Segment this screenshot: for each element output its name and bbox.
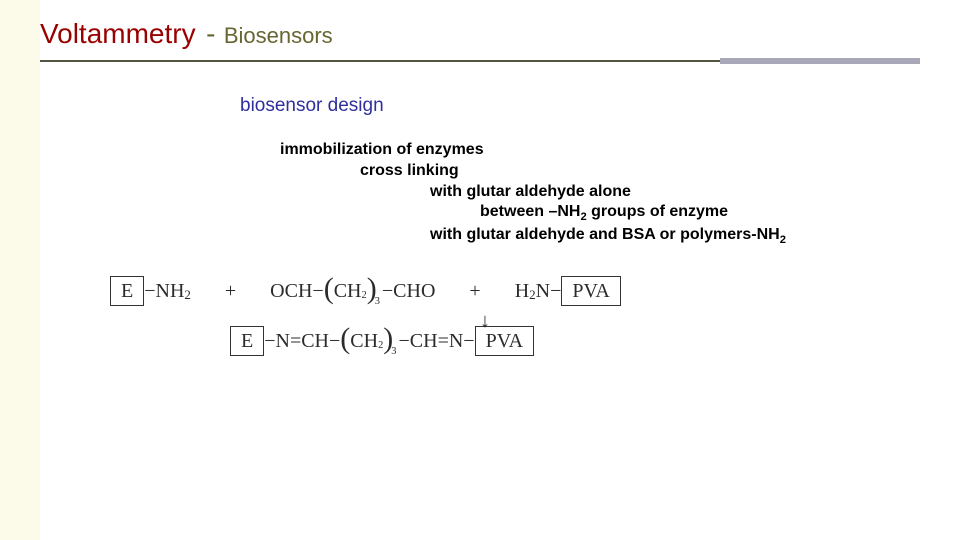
body-l4-a: between –NH — [480, 203, 580, 220]
chem-group: ( CH2 ) 3 — [340, 324, 398, 358]
body-line-3: with glutar aldehyde alone — [430, 182, 786, 203]
body-l5-sub: 2 — [780, 234, 786, 246]
chem-product-row: E −N=CH− ( CH2 ) 3 −CH=N− PVA — [230, 320, 870, 362]
body-text: immobilization of enzymes cross linking … — [280, 140, 786, 248]
chem-seg: CH — [334, 280, 362, 303]
chemistry-diagram: E −NH2 + OCH− ( CH2 ) 3 −CHO + H2N− PVA … — [110, 270, 870, 400]
paren-open: ( — [340, 322, 350, 356]
body-l5-a: with glutar aldehyde and BSA or polymers… — [430, 226, 780, 243]
chem-text: H2N− — [515, 280, 562, 303]
chem-sub: 2 — [184, 287, 191, 303]
body-line-2: cross linking — [360, 161, 786, 182]
slide: Voltammetry - Biosensors biosensor desig… — [0, 0, 960, 540]
chem-box-enzyme: E — [110, 276, 144, 306]
title-separator: - — [206, 18, 215, 49]
body-line-1: immobilization of enzymes — [280, 140, 786, 161]
chem-box-enzyme: E — [230, 326, 264, 356]
chem-seg: H — [515, 280, 529, 303]
paren-open: ( — [324, 272, 334, 306]
title-sub: Biosensors — [224, 23, 333, 48]
title-main: Voltammetry — [40, 18, 196, 49]
slide-title: Voltammetry - Biosensors — [40, 18, 333, 50]
chem-seg: N− — [536, 280, 562, 303]
chem-text: OCH− — [270, 280, 324, 303]
chem-arrow-down: ↓ — [480, 310, 490, 333]
body-line-5: with glutar aldehyde and BSA or polymers… — [430, 225, 786, 248]
chem-reactants-row: E −NH2 + OCH− ( CH2 ) 3 −CHO + H2N− PVA — [110, 270, 870, 312]
chem-sub: 2 — [529, 287, 536, 303]
chem-group-sub: 3 — [375, 296, 380, 307]
body-line-4: between –NH2 groups of enzyme — [480, 202, 786, 225]
chem-box-pva: PVA — [561, 276, 620, 306]
body-l4-b: groups of enzyme — [587, 203, 728, 220]
chem-plus: + — [469, 280, 480, 303]
underline-thick — [720, 58, 920, 64]
underline-thin — [40, 60, 720, 62]
title-underline — [0, 58, 960, 64]
section-heading: biosensor design — [240, 95, 384, 117]
chem-group-sub: 3 — [391, 346, 396, 357]
chem-group: ( CH2 ) 3 — [324, 274, 382, 308]
chem-text: −CH=N− — [399, 330, 475, 353]
chem-text: −NH2 — [144, 280, 191, 303]
chem-text: −N=CH− — [264, 330, 340, 353]
chem-seg: −NH — [144, 280, 184, 303]
chem-seg: CH — [350, 330, 378, 353]
chem-plus: + — [225, 280, 236, 303]
chem-text: −CHO — [382, 280, 436, 303]
